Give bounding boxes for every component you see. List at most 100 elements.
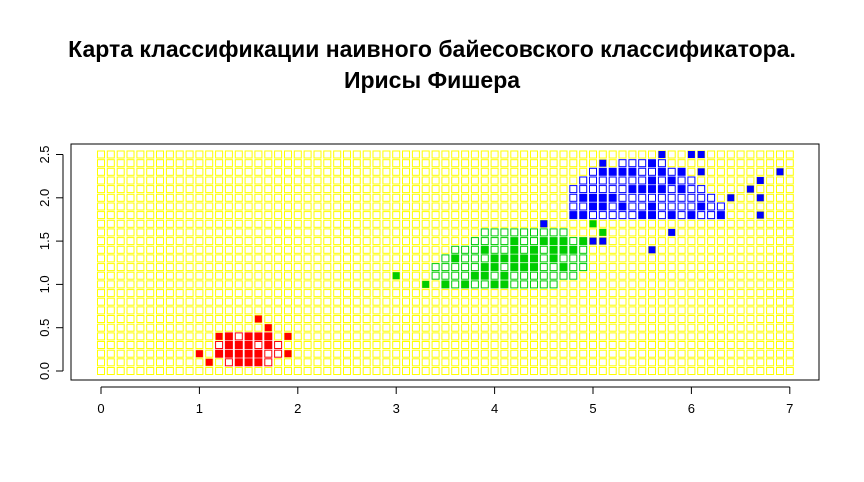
grid-cell-background <box>539 323 548 332</box>
grid-cell-background <box>136 367 145 375</box>
grid-cell-background <box>224 263 233 272</box>
chart-title-line-2: Ирисы Фишера <box>343 67 521 93</box>
grid-cell-background <box>333 332 342 341</box>
grid-cell-background <box>372 306 381 315</box>
grid-cell-background <box>185 341 194 349</box>
grid-cell-background <box>628 315 637 323</box>
grid-cell-background <box>746 306 755 315</box>
grid-cell-background <box>726 167 735 176</box>
grid-cell-background <box>726 280 735 289</box>
point-virginica <box>658 185 666 193</box>
grid-cell-background <box>628 332 637 341</box>
grid-cell-background <box>205 193 214 202</box>
grid-cell-virginica <box>569 202 578 211</box>
grid-cell-background <box>766 193 775 202</box>
grid-cell-background <box>146 185 155 194</box>
grid-cell-background <box>657 358 666 367</box>
grid-cell-background <box>175 263 184 272</box>
grid-cell-virginica <box>628 202 637 211</box>
grid-cell-background <box>156 150 164 159</box>
grid-cell-background <box>608 323 617 332</box>
grid-cell-background <box>303 289 312 298</box>
grid-cell-background <box>687 358 696 367</box>
grid-cell-background <box>451 297 460 306</box>
grid-cell-background <box>500 323 509 332</box>
grid-cell-background <box>687 228 696 237</box>
point-virginica <box>756 211 764 219</box>
grid-cell-background <box>165 297 174 306</box>
grid-cell-background <box>234 271 243 280</box>
grid-cell-background <box>776 271 784 280</box>
grid-cell-background <box>638 254 647 263</box>
grid-cell-background <box>116 297 125 306</box>
grid-cell-background <box>707 159 716 168</box>
grid-cell-background <box>411 306 420 315</box>
grid-cell-background <box>500 193 509 202</box>
grid-cell-background <box>510 150 519 159</box>
grid-cell-background <box>490 349 499 358</box>
grid-cell-background <box>215 159 224 168</box>
grid-cell-virginica <box>638 167 647 176</box>
grid-cell-background <box>579 358 588 367</box>
point-virginica <box>540 220 548 228</box>
grid-cell-background <box>234 228 243 237</box>
grid-cell-background <box>293 219 302 228</box>
grid-cell-background <box>402 202 410 211</box>
point-virginica <box>746 185 754 193</box>
grid-cell-background <box>402 323 410 332</box>
grid-cell-background <box>264 185 273 194</box>
point-versicolor <box>451 254 459 262</box>
grid-cell-background <box>106 289 115 298</box>
grid-cell-background <box>116 228 125 237</box>
grid-cell-background <box>470 332 479 341</box>
grid-cell-background <box>677 228 686 237</box>
grid-cell-background <box>382 176 391 185</box>
grid-cell-background <box>736 297 745 306</box>
grid-cell-background <box>244 150 253 159</box>
grid-cell-background <box>274 358 283 367</box>
grid-cell-versicolor <box>500 245 509 254</box>
grid-cell-background <box>156 245 164 254</box>
grid-cell-background <box>648 323 656 332</box>
grid-cell-background <box>303 306 312 315</box>
grid-cell-background <box>490 211 499 220</box>
grid-cell-background <box>707 271 716 280</box>
grid-cell-background <box>421 349 430 358</box>
grid-cell-background <box>205 349 214 358</box>
grid-cell-background <box>382 323 391 332</box>
grid-cell-background <box>165 332 174 341</box>
grid-cell-background <box>234 315 243 323</box>
grid-cell-background <box>205 271 214 280</box>
grid-cell-background <box>195 228 204 237</box>
point-versicolor <box>500 280 508 288</box>
grid-cell-background <box>215 176 224 185</box>
point-setosa <box>225 332 233 340</box>
grid-cell-background <box>254 367 263 375</box>
grid-cell-background <box>480 289 489 298</box>
point-versicolor <box>441 280 449 288</box>
grid-cell-background <box>618 271 627 280</box>
grid-cell-background <box>106 341 115 349</box>
grid-cell-background <box>136 219 145 228</box>
grid-cell-background <box>470 159 479 168</box>
grid-cell-background <box>726 150 735 159</box>
grid-cell-background <box>638 280 647 289</box>
grid-cell-background <box>618 150 627 159</box>
grid-cell-background <box>392 297 401 306</box>
grid-cell-background <box>303 315 312 323</box>
grid-cell-background <box>579 271 588 280</box>
grid-cell-background <box>234 297 243 306</box>
grid-cell-background <box>421 358 430 367</box>
grid-cell-background <box>776 202 784 211</box>
grid-cell-background <box>697 228 706 237</box>
grid-cell-background <box>185 211 194 220</box>
grid-cell-background <box>756 271 765 280</box>
grid-cell-background <box>470 323 479 332</box>
grid-cell-background <box>116 263 125 272</box>
grid-cell-background <box>530 185 538 194</box>
grid-cell-background <box>677 332 686 341</box>
grid-cell-background <box>362 211 371 220</box>
grid-cell-background <box>490 358 499 367</box>
grid-cell-background <box>284 254 292 263</box>
